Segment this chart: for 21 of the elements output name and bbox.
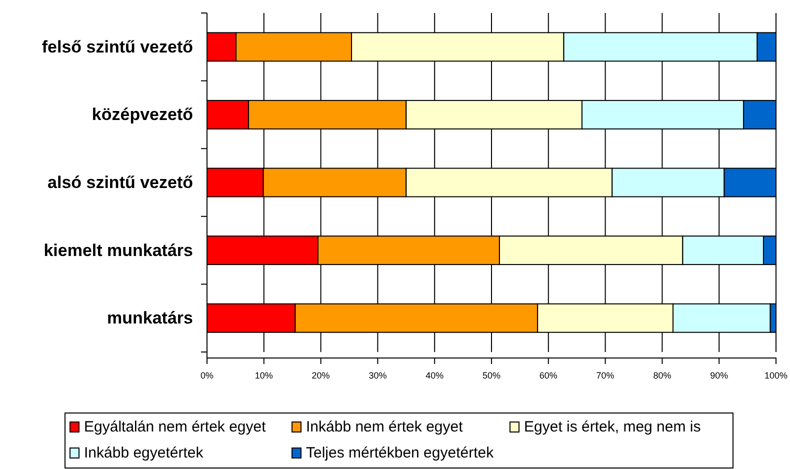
legend-label: Inkább egyetértek [84,444,204,462]
legend-label: Egyet is értek, meg nem is [524,418,701,436]
x-tick-label: 40% [426,370,444,381]
x-tick-label: 0% [200,370,214,381]
y-tick-label: középvezető [92,105,193,124]
x-tick-label: 30% [368,370,387,381]
x-tick-label: 100% [764,370,788,381]
x-tick-label: 50% [482,370,501,381]
x-tick-label: 10% [254,370,273,381]
y-tick-label: munkatárs [107,308,193,328]
legend-label: Teljes mértékben egyetértek [306,444,494,462]
legend-label: Egyáltalán nem értek egyet [84,418,267,436]
y-tick-label: felső szintű vezető [42,37,193,56]
x-tick-label: 70% [596,370,614,381]
y-tick-label: kiemelt munkatárs [44,240,193,260]
legend-label: Inkább nem értek egyet [306,418,464,436]
y-tick-label: alsó szintű vezető [48,173,193,192]
x-tick-label: 90% [710,370,728,381]
x-tick-label: 20% [312,370,330,381]
x-tick-label: 80% [653,370,672,381]
x-tick-label: 60% [539,370,558,381]
